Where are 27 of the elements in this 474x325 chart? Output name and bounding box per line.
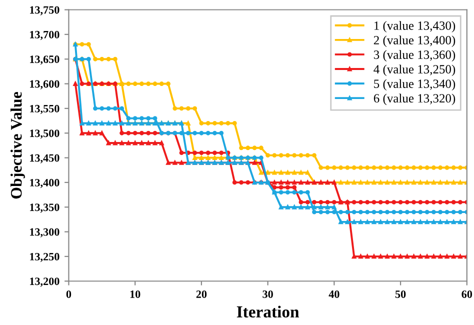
x-tick-label: 40 xyxy=(328,290,340,298)
y-tick-label: 13,600 xyxy=(30,80,60,90)
x-tick-label: 10 xyxy=(130,290,140,298)
x-tick-label: 60 xyxy=(462,290,472,298)
y-tick-label: 13,450 xyxy=(30,154,60,164)
legend-label: 6 (value 13,320) xyxy=(374,94,456,106)
legend-label: 2 (value 13,400) xyxy=(374,36,456,47)
legend-label: 1 (value 13,430) xyxy=(374,21,456,32)
y-axis-title: Objective Value xyxy=(10,92,25,199)
y-tick-label: 13,650 xyxy=(30,56,60,65)
y-tick-label: 13,400 xyxy=(30,178,60,188)
y-tick-label: 13,700 xyxy=(30,30,60,40)
y-tick-label: 13,550 xyxy=(30,104,60,114)
x-tick-label: 30 xyxy=(262,290,273,298)
legend-label: 5 (value 13,340) xyxy=(374,79,456,91)
x-tick-label: 20 xyxy=(196,290,207,298)
x-tick-label: 0 xyxy=(66,290,72,298)
x-tick-label: 50 xyxy=(395,290,406,298)
y-tick-label: 13,300 xyxy=(30,228,60,238)
x-axis-title: Iteration xyxy=(236,306,300,318)
legend-label: 4 (value 13,250) xyxy=(374,64,456,76)
y-tick-label: 13,500 xyxy=(30,130,60,139)
y-tick-label: 13,350 xyxy=(30,204,60,213)
y-tick-label: 13,250 xyxy=(30,252,60,262)
y-tick-label: 13,750 xyxy=(30,6,60,16)
y-tick-label: 13,200 xyxy=(30,278,60,287)
legend-label: 3 (value 13,360) xyxy=(374,50,456,62)
